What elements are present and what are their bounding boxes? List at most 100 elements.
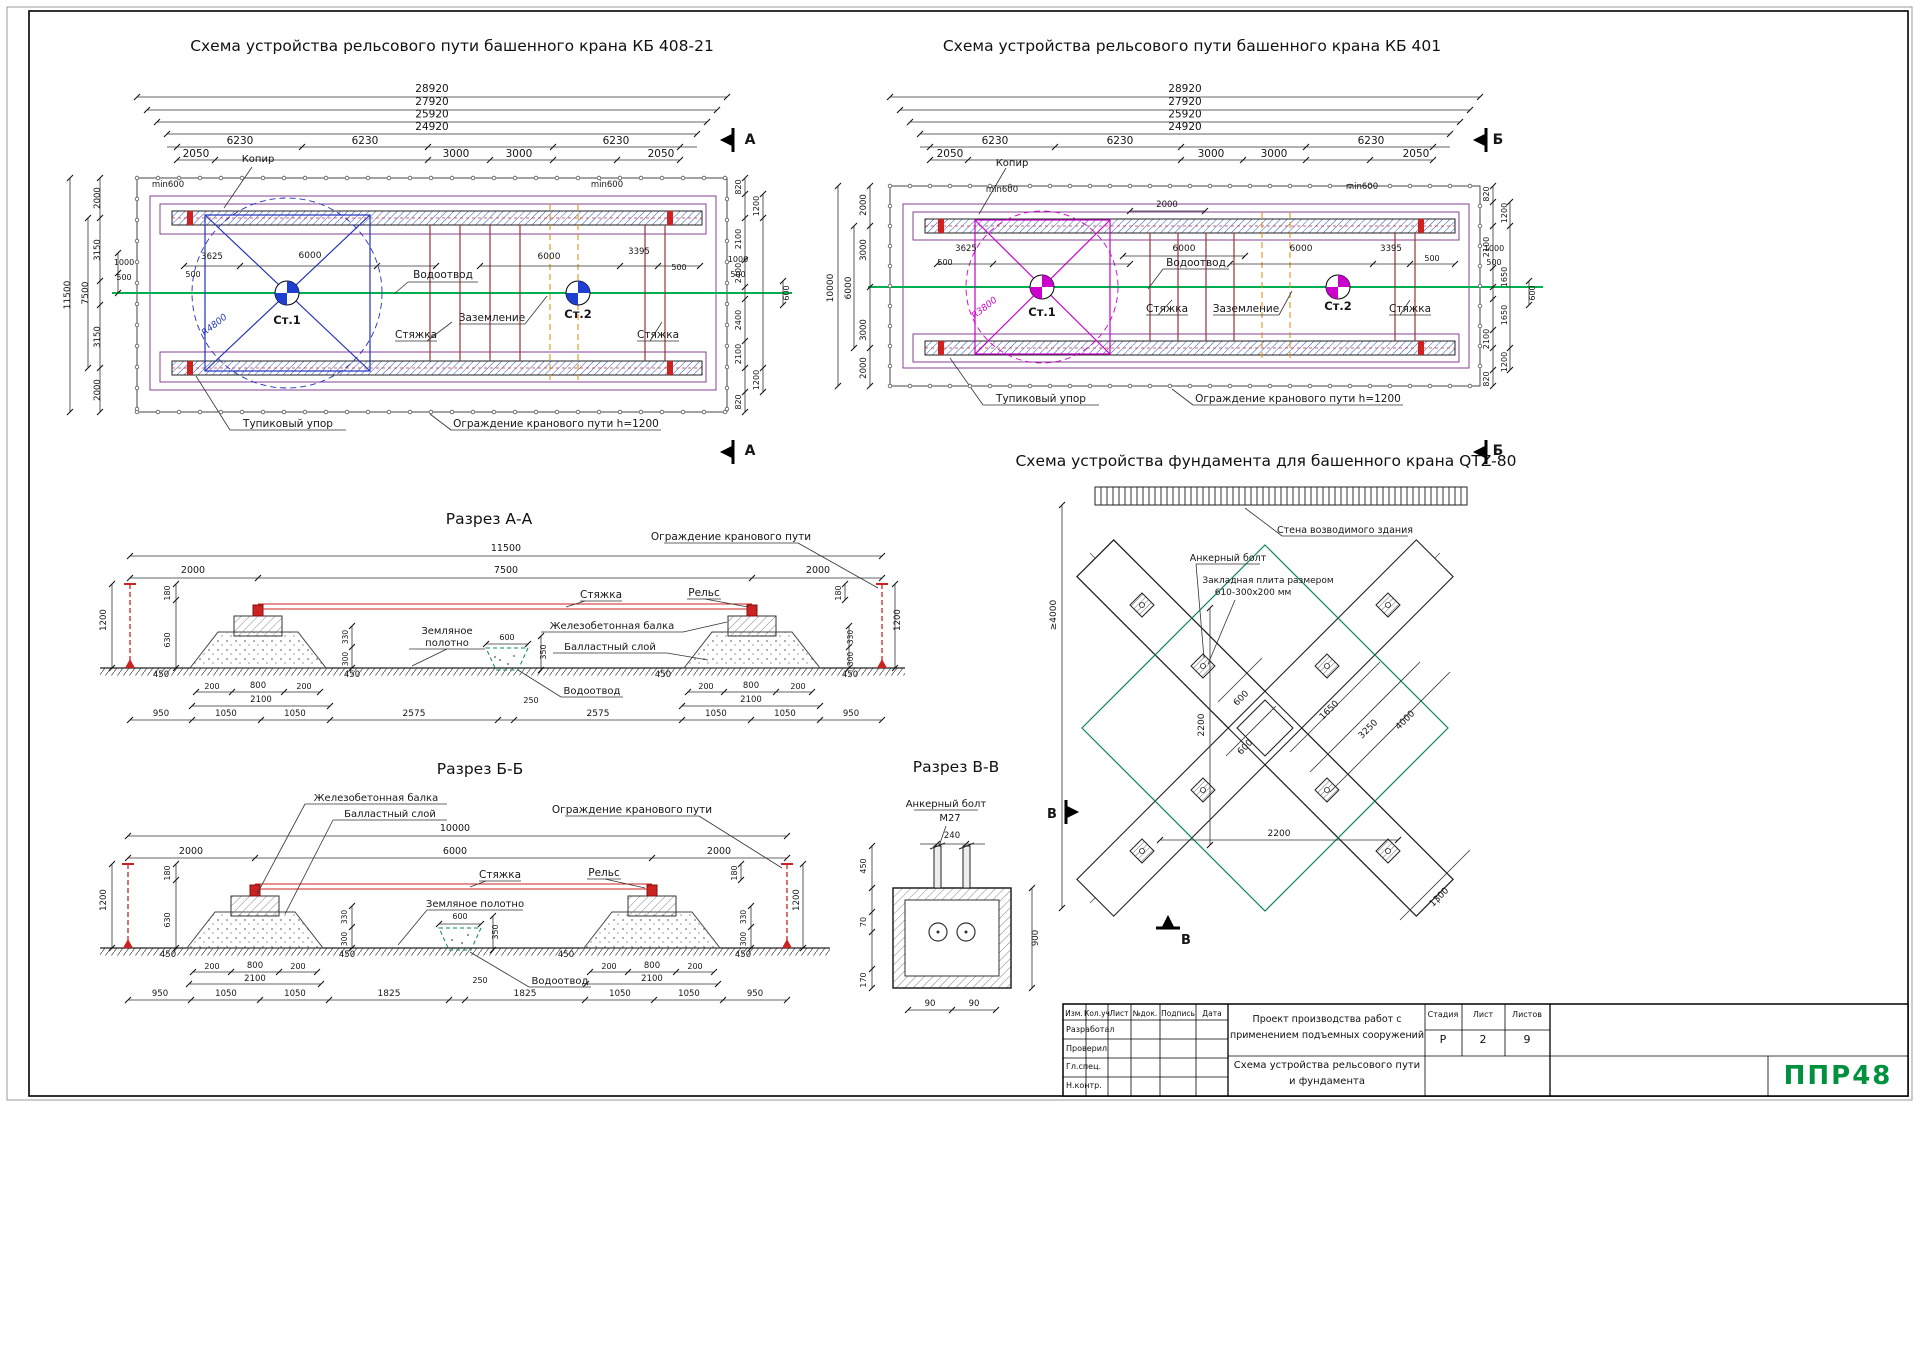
dim-label: 300 — [341, 652, 350, 667]
fence-post — [1327, 183, 1333, 189]
dim-tick — [868, 928, 876, 936]
dim-tick — [180, 262, 188, 270]
dim-label: 2000 — [859, 357, 869, 379]
building-wall — [1094, 486, 1468, 506]
dim-tick — [866, 182, 874, 190]
dim-label: min600 — [1346, 182, 1378, 192]
dim-tick — [126, 574, 134, 582]
dim-tick — [172, 664, 180, 672]
fence-post — [638, 409, 644, 415]
fence-post — [887, 323, 893, 329]
dim-tick — [808, 688, 816, 696]
dim-tick — [275, 968, 283, 976]
anchor-bolt-label: Анкерный болт — [1190, 553, 1267, 564]
dim-label: 900 — [1031, 930, 1041, 946]
leader-line — [411, 648, 448, 667]
dim-tick — [1119, 252, 1127, 260]
fence-post — [134, 364, 140, 370]
fence-post — [722, 175, 728, 181]
dim-tick — [948, 1006, 956, 1014]
dim-label: 2000 — [1156, 200, 1178, 210]
fence-post — [470, 175, 476, 181]
fence-post — [1477, 243, 1483, 249]
fence-post — [428, 175, 434, 181]
dim-label: 450 — [842, 670, 858, 680]
ograzhdenie-label: Ограждение кранового пути — [552, 804, 712, 816]
dim-label: 3395 — [628, 247, 650, 257]
station-1-label: Ст.1 — [273, 313, 300, 327]
dim-tick — [524, 640, 532, 648]
fence-post — [176, 175, 182, 181]
fence-post — [134, 301, 140, 307]
dim-label: Земляное полотно — [426, 899, 524, 910]
dim-label: 450 — [735, 950, 751, 960]
fence-post — [1447, 383, 1453, 389]
fence-post — [887, 223, 893, 229]
dim-tick — [684, 688, 692, 696]
fence-post — [134, 259, 140, 265]
fence-post — [724, 196, 730, 202]
dim-label: 2100 — [250, 695, 272, 705]
dim-label: 250 — [523, 696, 538, 705]
dim-label: 2400 — [734, 310, 743, 330]
fence-post — [724, 343, 730, 349]
fence-post — [1107, 383, 1113, 389]
dim-tick — [834, 382, 842, 390]
dim-label: 2050 — [648, 148, 675, 160]
fence-post — [724, 322, 730, 328]
dim-tick — [1446, 130, 1454, 138]
dim-tick — [96, 364, 104, 372]
dim-tick — [878, 716, 886, 724]
dim-label: 2200 — [1197, 713, 1207, 736]
dim-label: 2000 — [181, 565, 205, 576]
drain-ditch — [438, 927, 482, 951]
dim-tick — [1028, 984, 1036, 992]
dim-tick — [482, 640, 490, 648]
tb-row-razrabotal: Разработал — [1066, 1025, 1115, 1034]
fence-post — [907, 383, 913, 389]
dim-tick — [143, 106, 151, 114]
section-mark-a: А — [745, 443, 756, 459]
dim-label: 11500 — [63, 280, 73, 309]
dim-tick — [741, 190, 749, 198]
fence-post — [1087, 383, 1093, 389]
dim-tick — [1126, 207, 1134, 215]
fence-post — [1287, 183, 1293, 189]
dim-tick — [850, 222, 858, 230]
dim-label: 350 — [539, 644, 548, 659]
dim-label: 2000 — [179, 846, 203, 857]
fence-post — [134, 280, 140, 286]
dim-tick — [510, 716, 518, 724]
dim-label: 6000 — [1290, 244, 1313, 254]
dim-label: 200 — [698, 682, 713, 691]
fence-post — [1477, 363, 1483, 369]
dim-label: 2000 — [859, 194, 869, 216]
dim-tick — [108, 580, 116, 588]
dim-tick — [759, 364, 767, 372]
dim-tick — [737, 860, 745, 868]
fence-post — [386, 175, 392, 181]
station-1-label: Ст.1 — [1028, 305, 1055, 319]
fence-post — [407, 175, 413, 181]
dim-label: min600 — [986, 185, 1018, 195]
dim-tick — [126, 552, 134, 560]
dim-tick — [759, 388, 767, 396]
dim-label: 200 — [296, 682, 311, 691]
fence-post — [491, 409, 497, 415]
title-section-bb: Разрез Б-Б — [436, 760, 524, 778]
dim-tick — [741, 408, 749, 416]
dim-label: 1050 — [284, 709, 306, 719]
dim-label: 950 — [843, 709, 859, 719]
tb-stage-value: Р — [1439, 1033, 1447, 1046]
fence-post — [967, 183, 973, 189]
dim-tick — [185, 980, 193, 988]
dim-label: 3000 — [859, 239, 869, 261]
ties-dashed — [1261, 212, 1291, 362]
dim-tick — [747, 716, 755, 724]
dim-label: 24920 — [1168, 121, 1201, 133]
ballast-label: Балластный слой — [344, 809, 436, 820]
fence-post — [724, 364, 730, 370]
fence-post — [1067, 383, 1073, 389]
title-plan-kb408: Схема устройства рельсового пути башенно… — [190, 37, 714, 55]
leader-line — [949, 357, 984, 406]
